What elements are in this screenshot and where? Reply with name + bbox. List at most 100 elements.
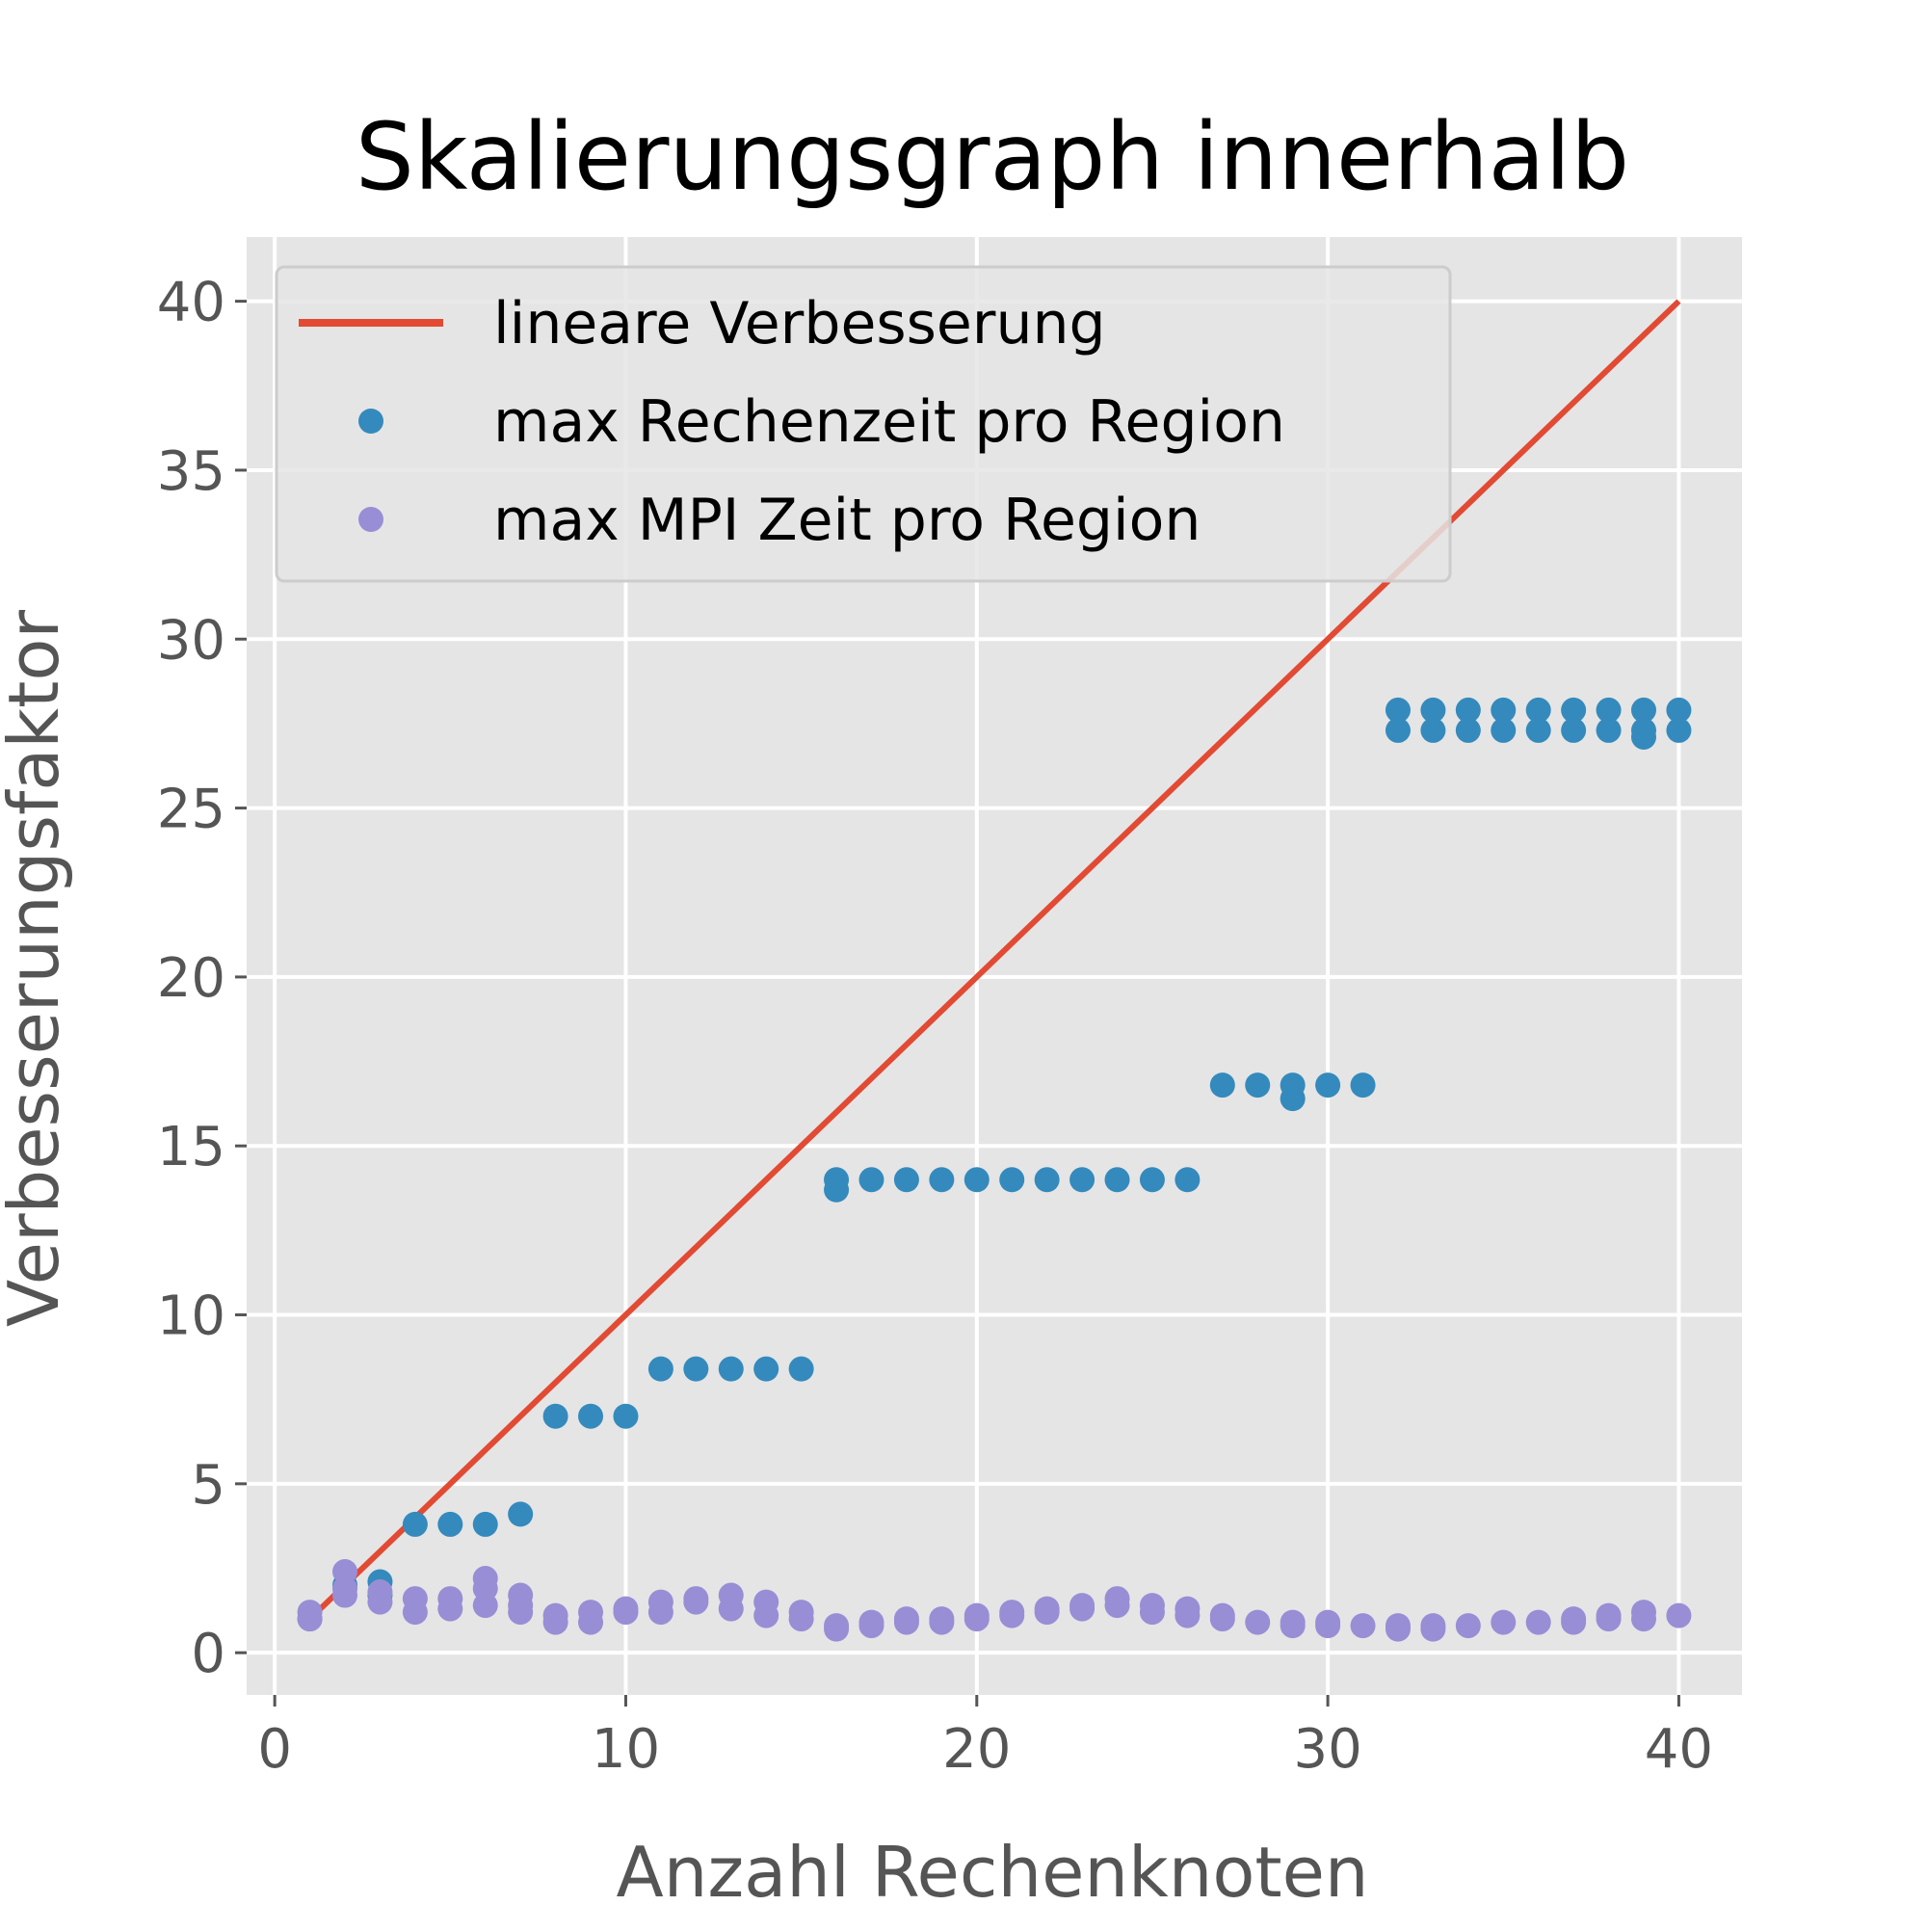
y-tick-label: 40	[157, 272, 225, 334]
mpi-time-point	[1491, 1609, 1517, 1635]
mpi-time-point	[964, 1606, 990, 1632]
compute-time-point	[1630, 697, 1656, 723]
x-tick-label: 10	[592, 1718, 660, 1781]
mpi-time-point	[367, 1589, 393, 1615]
compute-time-point	[1069, 1167, 1095, 1193]
x-tick-label: 20	[942, 1718, 1011, 1781]
y-tick-label: 35	[157, 440, 225, 503]
compute-time-point	[1139, 1167, 1165, 1193]
legend-marker-compute	[358, 409, 383, 434]
compute-time-point	[753, 1356, 779, 1382]
mpi-time-point	[1525, 1609, 1551, 1635]
mpi-time-point	[1209, 1606, 1235, 1632]
compute-time-point	[858, 1167, 884, 1193]
compute-time-point	[472, 1511, 498, 1537]
legend-label-mpi: max MPI Zeit pro Region	[493, 487, 1201, 554]
compute-time-point	[1525, 717, 1551, 743]
mpi-time-point	[1630, 1606, 1656, 1632]
mpi-time-point	[472, 1593, 498, 1619]
chart-title: Skalierungsgraph innerhalb	[356, 103, 1629, 211]
compute-time-point	[1385, 717, 1411, 743]
mpi-time-point	[683, 1589, 709, 1615]
x-tick-label: 30	[1293, 1718, 1361, 1781]
compute-time-point	[1034, 1167, 1060, 1193]
compute-time-point	[1350, 1072, 1376, 1098]
axes: 0 10 20 30 40 0 5 10 15 20 25 30 35 40	[157, 272, 1713, 1781]
compute-time-point	[1491, 717, 1517, 743]
mpi-time-point	[1245, 1609, 1271, 1635]
legend: lineare Verbesserung max Rechenzeit pro …	[275, 265, 1452, 583]
compute-time-point	[1420, 717, 1446, 743]
mpi-time-point	[578, 1609, 604, 1635]
compute-time-point	[1630, 724, 1656, 750]
mpi-time-point	[753, 1602, 779, 1628]
mpi-time-point	[788, 1606, 814, 1632]
compute-time-point	[613, 1403, 639, 1429]
legend-label-linear: lineare Verbesserung	[493, 290, 1106, 357]
mpi-time-point	[1666, 1602, 1692, 1628]
mpi-time-point	[1139, 1600, 1165, 1626]
series	[297, 299, 1692, 1642]
compute-time-point	[1315, 1072, 1341, 1098]
mpi-time-point	[858, 1613, 884, 1639]
compute-time-point	[964, 1167, 990, 1193]
compute-time-point	[542, 1403, 568, 1429]
compute-time-point	[1209, 1072, 1235, 1098]
mpi-time-point	[1315, 1613, 1341, 1639]
y-tick-label: 0	[191, 1623, 225, 1685]
x-tick-label: 40	[1645, 1718, 1713, 1781]
compute-time-point	[1666, 697, 1692, 723]
mpi-time-point	[1420, 1616, 1446, 1642]
compute-time-point	[437, 1511, 463, 1537]
compute-time-point	[1596, 717, 1622, 743]
mpi-time-point	[1280, 1613, 1306, 1639]
y-axis-title: Verbesserungsfaktor	[0, 610, 74, 1327]
compute-time-point	[1455, 717, 1481, 743]
compute-time-point	[578, 1403, 604, 1429]
mpi-time-point	[647, 1600, 673, 1626]
x-axis-title: Anzahl Rechenknoten	[616, 1832, 1368, 1913]
x-tick-label: 0	[257, 1718, 292, 1781]
mpi-time-point	[893, 1609, 919, 1635]
compute-time-point	[788, 1356, 814, 1382]
mpi-time-point	[1455, 1613, 1481, 1639]
compute-time-point	[824, 1177, 850, 1203]
y-tick-label: 30	[157, 609, 225, 672]
compute-time-point	[1561, 697, 1587, 723]
mpi-time-point	[718, 1596, 744, 1622]
compute-time-point	[999, 1167, 1025, 1193]
mpi-time-point	[1385, 1616, 1411, 1642]
compute-time-point	[1420, 697, 1446, 723]
compute-time-point	[893, 1167, 919, 1193]
compute-time-point	[1596, 697, 1622, 723]
y-tick-label: 5	[191, 1454, 225, 1517]
mpi-time-point	[1561, 1609, 1587, 1635]
compute-time-point	[1245, 1072, 1271, 1098]
compute-time-point	[1561, 717, 1587, 743]
compute-time-point	[1525, 697, 1551, 723]
compute-time-point	[508, 1501, 534, 1527]
mpi-time-point	[824, 1616, 850, 1642]
y-tick-label: 20	[157, 947, 225, 1010]
mpi-time-point	[1034, 1600, 1060, 1626]
compute-time-point	[1175, 1167, 1201, 1193]
mpi-time-point	[1596, 1606, 1622, 1632]
compute-time-point	[1385, 697, 1411, 723]
mpi-time-point	[613, 1600, 639, 1626]
mpi-time-point	[999, 1602, 1025, 1628]
mpi-time-point	[1175, 1602, 1201, 1628]
y-tick-label: 15	[157, 1116, 225, 1178]
legend-marker-mpi	[358, 507, 383, 532]
compute-time-point	[683, 1356, 709, 1382]
mpi-time-point	[1104, 1593, 1130, 1619]
compute-time-point	[402, 1511, 428, 1537]
mpi-time-point	[542, 1609, 568, 1635]
compute-time-point	[929, 1167, 955, 1193]
mpi-time-point	[1350, 1613, 1376, 1639]
y-tick-label: 25	[157, 779, 225, 841]
mpi-time-point	[402, 1600, 428, 1626]
compute-time-point	[1104, 1167, 1130, 1193]
compute-time-point	[1666, 717, 1692, 743]
